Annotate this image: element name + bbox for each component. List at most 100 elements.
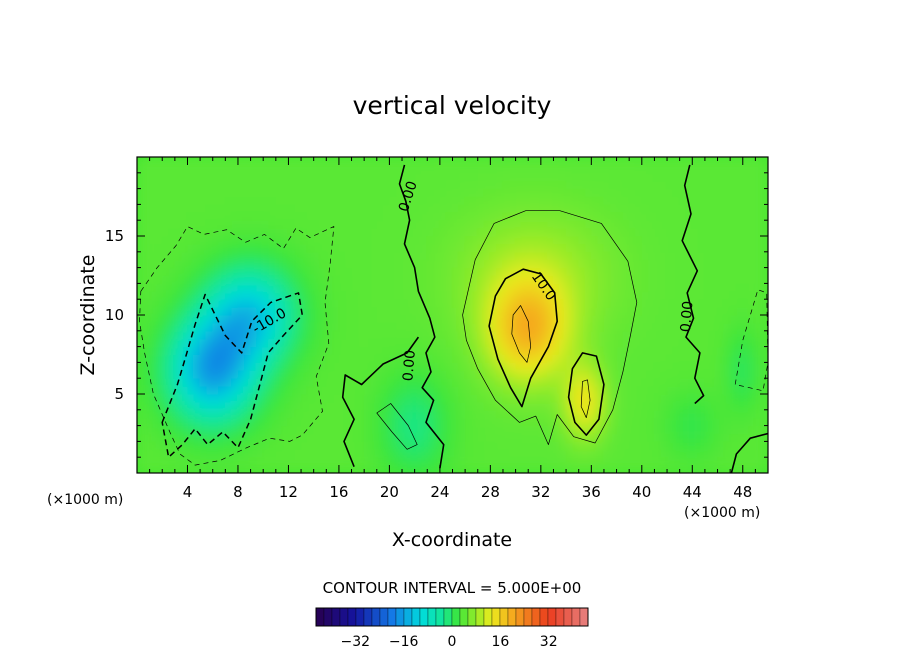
heat-cell xyxy=(704,464,712,473)
heat-cell xyxy=(256,219,264,229)
heat-cell xyxy=(521,290,529,300)
heat-cell xyxy=(761,180,768,190)
heat-cell xyxy=(445,346,453,355)
heat-cell xyxy=(748,259,756,269)
heat-cell xyxy=(445,298,453,308)
heat-cell xyxy=(691,456,700,466)
heat-cell xyxy=(426,251,435,261)
heat-cell xyxy=(287,164,296,174)
heat-cell xyxy=(685,440,693,450)
heat-cell xyxy=(137,440,144,450)
heat-cell xyxy=(149,417,157,427)
heat-cell xyxy=(546,180,554,190)
heat-cell xyxy=(616,338,624,348)
heat-cell xyxy=(231,369,239,379)
heat-cell xyxy=(186,377,195,387)
heat-cell xyxy=(363,290,371,300)
heat-cell xyxy=(269,361,277,371)
heat-cell xyxy=(137,267,144,276)
heat-cell xyxy=(168,433,176,442)
heat-cell xyxy=(761,164,768,174)
heat-cell xyxy=(186,322,195,332)
heat-cell xyxy=(445,433,453,442)
heat-cell xyxy=(698,282,706,292)
heat-cell xyxy=(729,290,737,300)
heat-cell xyxy=(584,314,592,324)
heat-cell xyxy=(641,401,649,411)
heat-cell xyxy=(609,259,618,269)
heat-cell xyxy=(445,456,453,466)
heat-cell xyxy=(218,172,226,182)
heat-cell xyxy=(369,227,378,237)
heat-cell xyxy=(275,203,283,213)
heat-cell xyxy=(584,188,592,197)
heat-cell xyxy=(161,196,170,205)
heat-cell xyxy=(313,440,321,450)
heat-cell xyxy=(319,464,327,473)
heat-cell xyxy=(521,377,529,387)
heat-cell xyxy=(729,338,737,348)
heat-cell xyxy=(634,338,643,348)
heat-cell xyxy=(660,346,668,355)
heat-cell xyxy=(363,417,371,427)
heat-cell xyxy=(433,393,441,403)
heat-cell xyxy=(287,282,296,292)
heat-cell xyxy=(653,385,662,395)
heat-cell xyxy=(729,346,737,355)
heat-cell xyxy=(653,409,662,419)
heat-cell xyxy=(748,369,756,379)
heat-cell xyxy=(351,267,359,276)
heat-cell xyxy=(660,275,668,284)
heat-cell xyxy=(691,433,700,442)
heat-cell xyxy=(281,180,289,190)
colorbar-cell xyxy=(403,607,413,627)
heat-cell xyxy=(458,409,466,419)
heat-cell xyxy=(401,188,409,197)
heat-cell xyxy=(565,172,573,182)
heat-cell xyxy=(634,385,643,395)
heat-cell xyxy=(603,188,611,197)
heat-cell xyxy=(546,188,554,197)
heat-cell xyxy=(735,464,744,473)
heat-cell xyxy=(761,409,768,419)
heat-cell xyxy=(243,196,252,205)
heat-cell xyxy=(300,164,308,174)
heat-cell xyxy=(458,298,466,308)
heat-cell xyxy=(205,211,214,221)
heat-cell xyxy=(477,290,485,300)
heat-cell xyxy=(660,251,668,261)
heat-cell xyxy=(660,172,668,182)
heat-cell xyxy=(660,188,668,197)
heat-cell xyxy=(597,361,605,371)
heat-cell xyxy=(332,385,340,395)
heat-cell xyxy=(452,219,460,229)
heat-cell xyxy=(161,203,170,213)
heat-cell xyxy=(275,346,283,355)
heat-cell xyxy=(559,377,567,387)
heat-cell xyxy=(218,448,226,458)
heat-cell xyxy=(660,385,668,395)
heat-cell xyxy=(496,180,504,190)
heat-cell xyxy=(319,306,327,316)
heat-cell xyxy=(647,180,655,190)
heat-cell xyxy=(496,314,504,324)
heat-cell xyxy=(414,219,422,229)
heat-cell xyxy=(281,393,289,403)
heat-cell xyxy=(262,377,271,387)
heat-cell xyxy=(332,440,340,450)
heat-cell xyxy=(710,227,719,237)
heat-cell xyxy=(710,330,719,340)
heat-cell xyxy=(515,196,523,205)
heat-cell xyxy=(502,172,510,182)
heat-cell xyxy=(464,172,472,182)
heat-cell xyxy=(616,235,624,245)
heat-cell xyxy=(628,306,636,316)
heat-cell xyxy=(193,196,201,205)
heat-cell xyxy=(603,172,611,182)
heat-cell xyxy=(294,235,302,245)
heat-cell xyxy=(515,157,523,166)
heat-cell xyxy=(464,180,472,190)
heat-cell xyxy=(748,425,756,434)
heat-cell xyxy=(325,227,334,237)
heat-cell xyxy=(369,219,378,229)
